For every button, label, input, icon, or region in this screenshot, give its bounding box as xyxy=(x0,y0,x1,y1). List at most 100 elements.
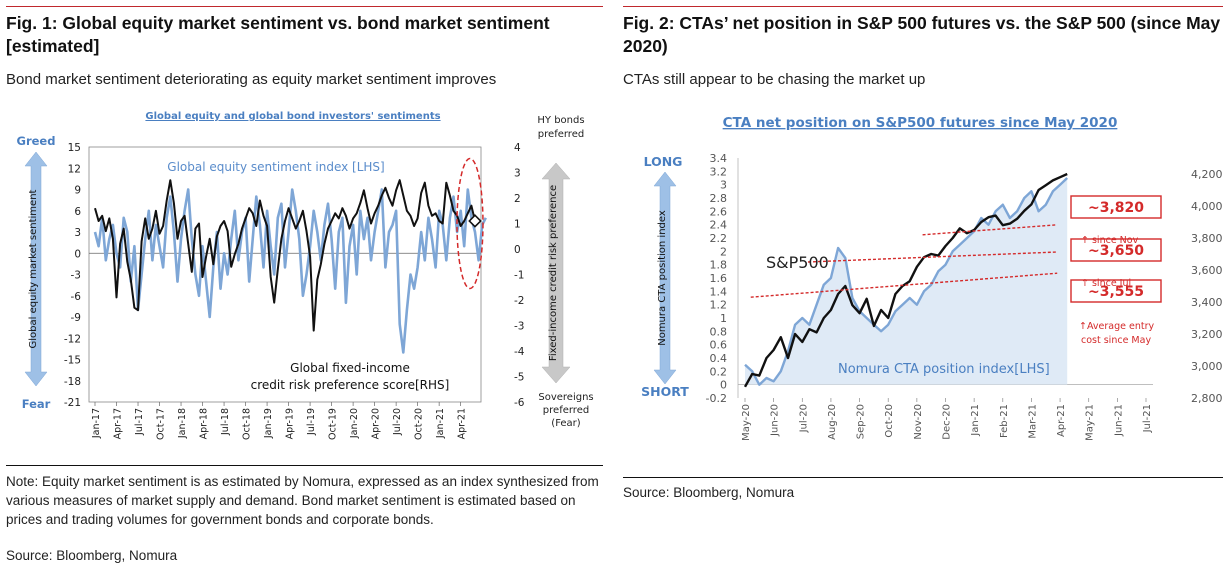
chart-2-cost-line xyxy=(750,272,1058,298)
figure-2-panel: Fig. 2: CTAs’ net position in S&P 500 fu… xyxy=(623,0,1223,575)
chart-2-short-label: SHORT xyxy=(641,384,689,399)
figure-2-subtitle: CTAs still appear to be chasing the mark… xyxy=(623,71,926,88)
chart-1-y2-tick-label: -3 xyxy=(514,321,524,333)
chart-2-y-tick-label: 2 xyxy=(720,245,727,258)
chart-2-x-tick-label: Nov-20 xyxy=(913,404,924,440)
chart-2-y-tick-label: 3 xyxy=(720,179,727,192)
chart-1-x-tick-label: Jul-17 xyxy=(134,408,145,436)
chart-2-x-tick-label: Jul-20 xyxy=(798,404,809,433)
chart-2-cost-value: ~3,555 xyxy=(1088,284,1144,300)
chart-1-y-tick-label: -12 xyxy=(64,333,81,345)
chart-1-x-tick-label: Apr-21 xyxy=(457,408,468,439)
chart-2-y-tick-label: 1 xyxy=(720,312,727,325)
chart-1-equity-series-label: Global equity sentiment index [LHS] xyxy=(167,160,384,174)
chart-2-cost-value: ~3,650 xyxy=(1088,243,1144,259)
chart-1-y2-tick-label: -1 xyxy=(514,270,524,282)
chart-2-y2-tick-label: 4,000 xyxy=(1191,200,1223,213)
figure-1-separator xyxy=(6,465,603,466)
chart-2-y-tick-label: 0.6 xyxy=(710,339,728,352)
chart-2-y-tick-label: 1.2 xyxy=(710,299,728,312)
chart-2-y-tick-label: 1.4 xyxy=(710,285,728,298)
chart-1-bond-credit-line xyxy=(94,179,476,332)
chart-2-avg-entry-note-1: ↑Average entry xyxy=(1079,321,1154,332)
figure-2-chart: CTA net position on S&P500 futures since… xyxy=(641,115,1223,441)
chart-1-x-tick-label: Jul-20 xyxy=(392,408,403,436)
chart-2-y-tick-label: 0 xyxy=(720,379,727,392)
chart-2-spx-line xyxy=(743,172,1068,388)
chart-2-y2-tick-label: 3,000 xyxy=(1191,360,1223,373)
figure-1-top-rule xyxy=(6,6,603,7)
chart-1-y-tick-label: 0 xyxy=(74,248,81,260)
chart-1-x-tick-label: Oct-18 xyxy=(242,408,253,440)
chart-2-x-tick-label: Apr-21 xyxy=(1056,404,1067,437)
chart-2-cta-label: Nomura CTA position index[LHS] xyxy=(838,362,1050,377)
figure-1-subtitle: Bond market sentiment deteriorating as e… xyxy=(6,71,497,88)
chart-1-y-tick-label: 12 xyxy=(68,163,81,175)
figure-2-source: Source: Bloomberg, Nomura xyxy=(623,485,795,500)
chart-2-y-tick-label: 3.2 xyxy=(710,165,728,178)
figure-1-title: Fig. 1: Global equity market sentiment v… xyxy=(6,13,550,56)
chart-2-cost-value: ~3,820 xyxy=(1088,200,1144,216)
chart-2-x-tick-label: Aug-20 xyxy=(827,404,838,440)
chart-2-cta-area-fill xyxy=(745,178,1068,385)
chart-1-x-tick-label: Oct-19 xyxy=(328,408,339,440)
figure-2-title: Fig. 2: CTAs’ net position in S&P 500 fu… xyxy=(623,13,1221,56)
chart-2-y-tick-label: 2.2 xyxy=(710,232,728,245)
chart-1-y2-tick-label: 3 xyxy=(514,168,521,180)
chart-1-x-tick-label: Oct-17 xyxy=(156,408,167,440)
chart-2-left-axis-title: Nomura CTA position index xyxy=(657,210,668,346)
chart-1-x-tick-label: Apr-20 xyxy=(371,408,382,439)
chart-2-y-tick-label: 3.4 xyxy=(710,152,728,165)
chart-2-double-arrow xyxy=(653,171,677,385)
chart-2-y-tick-label: 2.8 xyxy=(710,192,728,205)
chart-1-x-tick-label: Jul-19 xyxy=(306,408,317,436)
chart-1-x-tick-label: Jan-19 xyxy=(263,408,274,439)
chart-1-y2-tick-label: -5 xyxy=(514,372,524,384)
chart-1-x-tick-label: Jul-18 xyxy=(220,408,231,436)
chart-1-y2-tick-label: 1 xyxy=(514,219,521,231)
chart-2-avg-entry-note-2: cost since May xyxy=(1081,335,1151,346)
chart-1-plot-frame xyxy=(88,146,482,403)
chart-2-y-tick-label: -0.2 xyxy=(706,392,727,405)
chart-2-y2-tick-label: 3,800 xyxy=(1191,232,1223,245)
chart-1-y-tick-label: -18 xyxy=(64,376,81,388)
chart-1-bottom-right-label-1: Sovereigns xyxy=(538,392,593,403)
chart-1-highlight-ellipse xyxy=(456,157,484,290)
chart-2-cta-line xyxy=(744,177,1069,386)
chart-2-x-tick-label: Dec-20 xyxy=(942,404,953,440)
chart-2-since-jul-note: ↑ since Jul xyxy=(1081,278,1131,289)
chart-2-since-nov-note: ↑ since Nov xyxy=(1081,235,1139,246)
chart-2-x-tick-label: Jul-21 xyxy=(1142,404,1153,433)
chart-1-y-tick-label: -15 xyxy=(64,355,81,367)
chart-2-y2-tick-label: 4,200 xyxy=(1191,168,1223,181)
chart-1-y-tick-label: -6 xyxy=(71,291,82,303)
chart-2-long-label: LONG xyxy=(644,154,683,169)
chart-1-x-tick-label: Oct-20 xyxy=(414,408,425,440)
chart-1-left-axis-title: Global equity market sentiment xyxy=(28,189,39,348)
chart-1-title: Global equity and global bond investors'… xyxy=(145,111,440,122)
chart-1-left-double-arrow xyxy=(24,151,48,387)
chart-1-bond-series-label-line2: credit risk preference score[RHS] xyxy=(251,378,450,392)
chart-2-y2-tick-label: 2,800 xyxy=(1191,392,1223,405)
chart-1-y-tick-label: 3 xyxy=(74,227,81,239)
chart-2-x-tick-label: Jun-21 xyxy=(1113,404,1124,437)
chart-1-x-tick-label: Jan-17 xyxy=(91,408,102,439)
chart-1-y2-tick-label: -6 xyxy=(514,397,525,409)
figure-1-note: Note: Equity market sentiment is as esti… xyxy=(6,474,599,527)
chart-2-x-tick-label: Jun-20 xyxy=(770,404,781,437)
chart-2-x-tick-label: Mar-21 xyxy=(1027,404,1038,439)
chart-2-y-tick-label: 1.6 xyxy=(710,272,728,285)
chart-1-top-right-label-2: preferred xyxy=(538,129,584,140)
figure-2-separator xyxy=(623,477,1223,478)
chart-2-cost-line xyxy=(922,224,1058,236)
figure-2-top-rule xyxy=(623,6,1223,7)
chart-1-fear-label: Fear xyxy=(22,397,51,411)
chart-1-bond-series-label-line1: Global fixed-income xyxy=(290,361,410,375)
chart-1-y2-tick-label: 4 xyxy=(514,142,521,154)
chart-2-x-tick-label: Oct-20 xyxy=(884,404,895,438)
chart-1-x-tick-label: Jan-21 xyxy=(435,408,446,439)
chart-2-y2-tick-label: 3,200 xyxy=(1191,328,1223,341)
chart-2-y2-tick-label: 3,400 xyxy=(1191,296,1223,309)
chart-1-bottom-right-label-3: (Fear) xyxy=(551,418,580,429)
chart-2-y2-tick-label: 3,600 xyxy=(1191,264,1223,277)
